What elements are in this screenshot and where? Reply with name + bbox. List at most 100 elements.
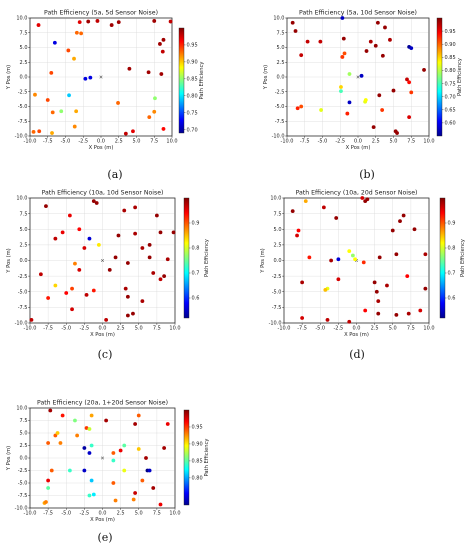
x-axis-label: X Pos (m) xyxy=(344,332,369,338)
scatter-point xyxy=(293,29,298,33)
scatter-point xyxy=(152,19,157,23)
scatter-point xyxy=(104,317,109,322)
x-tick-label: -5.0 xyxy=(61,139,71,145)
colorbar-tick-label: 0.95 xyxy=(445,29,456,35)
y-tick-label: 5.0 xyxy=(20,227,28,233)
y-tick-label: 10.0 xyxy=(16,406,27,412)
scatter-point xyxy=(347,72,352,76)
scatter-point xyxy=(161,37,166,42)
x-tick-label: 5.0 xyxy=(133,139,141,145)
scatter-point xyxy=(347,249,352,254)
scatter-point xyxy=(151,486,156,490)
y-tick-label: 10.0 xyxy=(16,196,27,202)
colorbar-tick-label: 0.80 xyxy=(445,68,456,74)
scatter-point xyxy=(77,267,82,272)
y-tick-label: -10.0 xyxy=(269,321,282,327)
x-tick-label: -5.0 xyxy=(315,326,325,332)
chart-panel-1: -10.0 -7.5 -5.0 -2.5 0.0 2.5 5.0 7.5 10.0 -10.0 -7… xyxy=(6,10,205,182)
y-tick-label: 7.5 xyxy=(277,30,285,36)
scatter-point xyxy=(144,456,148,460)
x-axis-label: X Pos (m) xyxy=(89,145,114,151)
scatter-point xyxy=(299,104,304,109)
scatter-point xyxy=(345,111,350,116)
x-tick-label: -5.0 xyxy=(318,139,328,145)
scatter-point xyxy=(300,316,305,320)
scatter-point xyxy=(82,468,87,473)
scatter-point xyxy=(368,39,373,44)
scatter-point xyxy=(325,317,330,322)
scatter-point xyxy=(37,129,42,134)
scatter-point xyxy=(336,257,341,262)
scatter-point xyxy=(303,199,308,204)
scatter-point xyxy=(123,131,128,136)
scatter-point xyxy=(113,255,118,260)
scatter-point xyxy=(162,274,167,279)
scatter-point xyxy=(86,19,91,24)
scatter-point xyxy=(377,255,382,260)
scatter-point xyxy=(158,277,163,282)
scatter-point xyxy=(70,307,74,312)
colorbar-tick-label: 0.75 xyxy=(187,110,198,116)
scatter-point xyxy=(87,236,92,241)
scatter-point xyxy=(48,408,53,413)
scatter-point xyxy=(165,422,170,426)
scatter-point xyxy=(131,129,135,134)
x-tick-label: -10.0 xyxy=(24,326,37,332)
scatter-point xyxy=(122,208,127,213)
y-tick-label: -7.5 xyxy=(18,119,28,125)
scatter-point xyxy=(383,25,387,30)
scatter-point xyxy=(342,51,347,56)
scatter-point xyxy=(104,418,109,423)
plot-frame xyxy=(283,197,430,324)
colorbar xyxy=(183,197,190,319)
scatter-point xyxy=(46,441,51,445)
scatter-point xyxy=(116,233,121,238)
x-tick-label: 5.0 xyxy=(135,511,143,517)
y-tick-label: -5.0 xyxy=(272,289,282,295)
scatter-point xyxy=(82,446,87,450)
y-axis-label: Y Pos (m) xyxy=(6,65,12,90)
scatter-point xyxy=(295,233,299,238)
scatter-point xyxy=(46,478,51,483)
y-tick-label: -10.0 xyxy=(15,506,28,512)
scatter-point xyxy=(147,242,152,247)
x-tick-label: 0.0 xyxy=(354,139,362,145)
scatter-point xyxy=(158,502,163,507)
y-tick-label: 10.0 xyxy=(16,16,27,22)
scatter-point xyxy=(33,92,37,97)
y-axis-label: Y Pos (m) xyxy=(263,65,269,90)
scatter-point xyxy=(395,131,399,135)
scatter-point xyxy=(64,291,69,295)
colorbar xyxy=(183,409,190,506)
colorbar-label: Path Efficiency xyxy=(204,239,210,277)
y-tick-label: 2.5 xyxy=(274,243,282,249)
scatter-point xyxy=(89,443,94,448)
scatter-point xyxy=(50,131,54,135)
scatter-point xyxy=(50,110,55,115)
scatter-point xyxy=(140,299,145,304)
scatter-point xyxy=(133,231,138,236)
scatter-point xyxy=(96,242,101,247)
scatter-point xyxy=(44,500,48,504)
scatter-point xyxy=(380,108,385,112)
x-tick-label: 2.5 xyxy=(372,139,380,145)
scatter-point xyxy=(334,216,339,220)
scatter-point xyxy=(407,80,412,85)
scatter-point xyxy=(374,289,379,294)
colorbar-tick-label: 0.65 xyxy=(445,107,456,113)
scatter-point xyxy=(95,19,100,23)
scatter-point xyxy=(146,70,151,75)
colorbar-label: Path Efficiency xyxy=(199,61,205,99)
panel-caption: (a) xyxy=(107,168,122,181)
scatter-point xyxy=(296,228,301,233)
scatter-point xyxy=(365,197,370,202)
y-tick-label: -7.5 xyxy=(272,305,282,311)
scatter-point xyxy=(72,56,76,61)
plot-frame xyxy=(29,197,176,324)
chart-panel-3: -10.0 -7.5 -5.0 -2.5 0.0 2.5 5.0 7.5 10.0 -10.0 -7… xyxy=(6,190,210,362)
y-tick-label: 2.5 xyxy=(20,243,28,249)
scatter-point xyxy=(290,209,295,214)
scatter-point xyxy=(360,196,365,200)
y-tick-label: 10.0 xyxy=(270,196,281,202)
scatter-point xyxy=(154,213,159,218)
